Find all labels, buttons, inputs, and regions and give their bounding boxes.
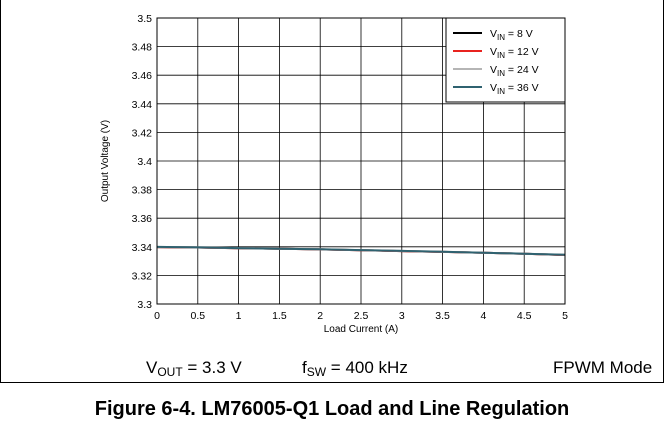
x-tick-label: 0.5 — [190, 310, 205, 322]
x-tick-label: 3.5 — [435, 310, 450, 322]
y-tick-label: 3.4 — [137, 156, 152, 168]
x-tick-label: 4.5 — [517, 310, 532, 322]
legend-label: VIN = 8 V — [490, 28, 533, 42]
y-tick-label: 3.42 — [132, 127, 153, 139]
series-line-3 — [156, 245, 566, 256]
y-tick-label: 3.46 — [132, 70, 153, 82]
x-tick-label: 5 — [562, 310, 568, 322]
tick-labels: 0 0.5 1 1.5 2 2.5 3 3.5 4 4.5 5 3.3 3.32 3.34 3.36 3.38… — [132, 13, 569, 322]
y-tick-label: 3.38 — [132, 185, 153, 197]
series-lines — [156, 245, 566, 256]
x-tick-label: 2 — [317, 310, 323, 322]
y-tick-label: 3.5 — [137, 13, 152, 25]
x-tick-label: 1 — [236, 310, 242, 322]
y-tick-label: 3.3 — [137, 299, 152, 311]
plot-area — [156, 17, 566, 305]
chart: 0 0.5 1 1.5 2 2.5 3 3.5 4 4.5 5 3.3 3.32 3.34 3.36 3.38… — [100, 13, 569, 335]
legend-label: VIN = 36 V — [490, 82, 539, 96]
y-tick-label: 3.36 — [132, 213, 153, 225]
y-tick-label: 3.32 — [132, 270, 153, 282]
y-tick-label: 3.44 — [132, 99, 153, 111]
vout-condition: VOUT = 3.3 V — [146, 358, 242, 379]
x-tick-label: 3 — [399, 310, 405, 322]
legend-label: VIN = 12 V — [490, 46, 539, 60]
y-axis-label: Output Voltage (V) — [100, 120, 111, 202]
y-tick-label: 3.48 — [132, 42, 153, 54]
legend: VIN = 8 V VIN = 12 V VIN = 24 V VIN = 36 V — [445, 17, 566, 103]
x-tick-label: 4 — [480, 310, 486, 322]
figure-caption: Figure 6-4. LM76005-Q1 Load and Line Reg… — [94, 398, 570, 420]
x-tick-label: 1.5 — [272, 310, 287, 322]
x-tick-label: 2.5 — [354, 310, 369, 322]
fsw-condition: fSW = 400 kHz — [302, 358, 408, 379]
mode-condition: FPWM Mode — [553, 358, 653, 377]
x-tick-label: 0 — [154, 310, 160, 322]
x-axis-label: Load Current (A) — [324, 324, 398, 335]
y-tick-label: 3.34 — [132, 242, 153, 254]
legend-label: VIN = 24 V — [490, 64, 539, 78]
